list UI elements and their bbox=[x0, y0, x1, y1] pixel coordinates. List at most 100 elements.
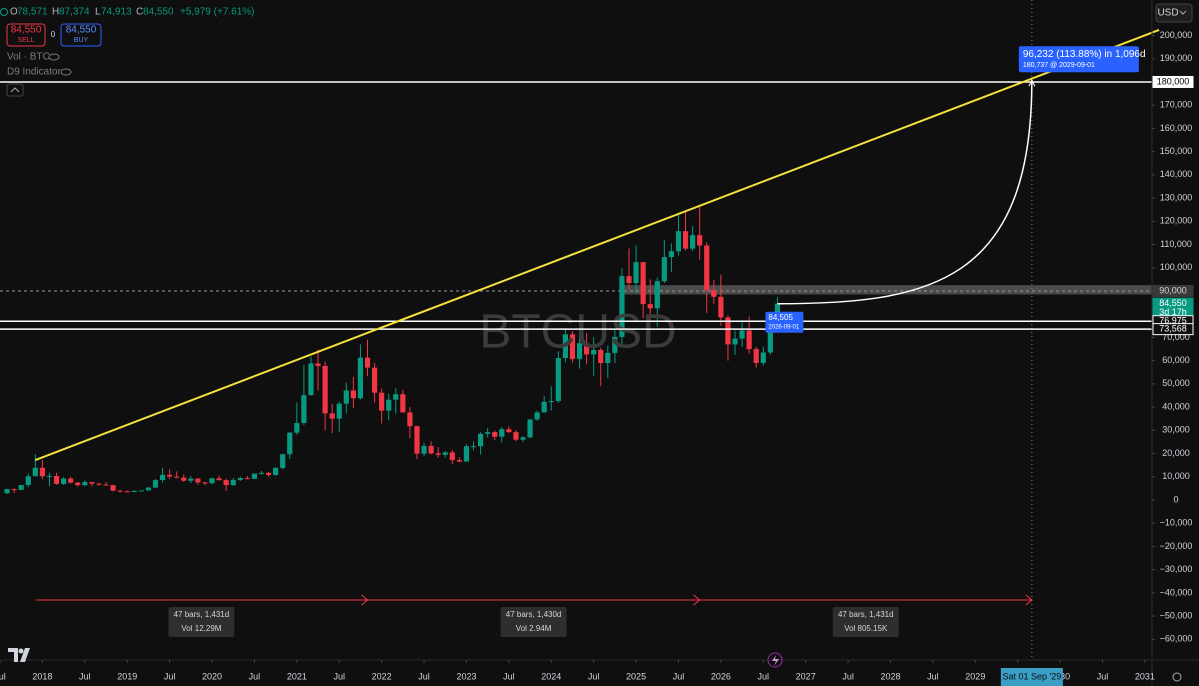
currency-button[interactable] bbox=[1155, 3, 1193, 23]
buy-button[interactable]: 84,550 BUY bbox=[60, 23, 102, 47]
candle-body bbox=[485, 432, 491, 434]
candle-body bbox=[167, 474, 173, 477]
candle-body bbox=[131, 491, 137, 493]
y-tick-label: 170,000 bbox=[1160, 100, 1193, 110]
x-tick-label: Jul bbox=[79, 671, 91, 681]
y-tick-label: −10,000 bbox=[1160, 518, 1193, 528]
buy-price[interactable]: 84,550 bbox=[66, 25, 97, 36]
sell-price[interactable]: 84,550 bbox=[11, 25, 42, 36]
x-tick-label: 2028 bbox=[880, 671, 900, 681]
sell-box[interactable] bbox=[6, 23, 46, 47]
candle-body bbox=[216, 478, 222, 481]
ohlc-value: 87,374 bbox=[59, 7, 90, 18]
candle-body bbox=[470, 446, 477, 448]
watermark: BTCUSD bbox=[479, 306, 676, 359]
price-tag bbox=[1152, 75, 1194, 88]
candle-body bbox=[230, 479, 236, 486]
range-volume: Vol 2.94M bbox=[516, 624, 552, 633]
x-tick-label: Jul bbox=[842, 671, 854, 681]
candle-body bbox=[697, 235, 703, 246]
range-arrow bbox=[361, 594, 369, 606]
candle-body bbox=[188, 478, 194, 481]
candle-body bbox=[690, 235, 696, 249]
candle-body bbox=[110, 485, 116, 491]
candle-body bbox=[407, 412, 413, 427]
start-box bbox=[765, 311, 804, 333]
candle-body bbox=[647, 304, 653, 309]
buy-label[interactable]: BUY bbox=[74, 37, 89, 44]
candle-body bbox=[364, 357, 371, 368]
range-box bbox=[832, 607, 899, 637]
candle-body bbox=[654, 281, 660, 309]
candle-body bbox=[244, 478, 250, 480]
settings-icon[interactable] bbox=[1172, 672, 1182, 682]
x-tick-label: 2029 bbox=[965, 671, 985, 681]
eye-icon[interactable] bbox=[48, 53, 60, 61]
candle-body bbox=[258, 472, 265, 474]
y-tick-label: 50,000 bbox=[1162, 378, 1190, 388]
candle-body bbox=[746, 330, 752, 350]
candle-body bbox=[273, 467, 279, 475]
x-tick-label: 2031 bbox=[1135, 671, 1155, 681]
collapse-button[interactable] bbox=[6, 83, 24, 97]
candle-body bbox=[548, 401, 554, 403]
candle-body bbox=[520, 437, 526, 440]
y-tick-label: −20,000 bbox=[1160, 541, 1193, 551]
arrow-head bbox=[1028, 79, 1036, 87]
x-tick-label: Jul bbox=[0, 671, 6, 681]
currency[interactable]: USD bbox=[1157, 8, 1178, 19]
candle-body bbox=[725, 317, 731, 345]
candle-body bbox=[89, 482, 95, 484]
candle-body bbox=[668, 251, 675, 258]
candle-body bbox=[640, 262, 646, 305]
bolt-icon bbox=[772, 655, 779, 666]
sell-button[interactable]: 84,550 SELL bbox=[6, 23, 46, 47]
candle-body bbox=[428, 445, 434, 454]
y-tick-label: 130,000 bbox=[1160, 192, 1193, 202]
candle-body bbox=[506, 429, 512, 433]
candle-body bbox=[343, 390, 349, 404]
crosshair-box bbox=[1000, 668, 1063, 686]
price-zone bbox=[621, 285, 1152, 295]
candle-body bbox=[174, 476, 180, 478]
candle-body bbox=[350, 390, 356, 399]
x-tick-label: Jul bbox=[927, 671, 939, 681]
candle-body bbox=[598, 349, 604, 364]
indicator[interactable]: D9 Indicator bbox=[7, 67, 62, 78]
price-tag-label: 90,000 bbox=[1159, 285, 1187, 295]
logo bbox=[8, 648, 30, 662]
candle-body bbox=[619, 276, 625, 337]
x-tick-label: Jul bbox=[758, 671, 770, 681]
x-tick-label: Jul bbox=[249, 671, 261, 681]
caret-icon bbox=[10, 87, 20, 93]
candle-body bbox=[61, 478, 67, 484]
candle-body bbox=[499, 429, 505, 437]
events-icon[interactable] bbox=[767, 652, 783, 668]
candle-body bbox=[386, 399, 392, 411]
candle-body bbox=[265, 472, 272, 475]
candle-body bbox=[739, 330, 745, 339]
sell-label[interactable]: SELL bbox=[17, 37, 34, 44]
buy-box[interactable] bbox=[60, 23, 102, 47]
candle-body bbox=[103, 484, 109, 486]
y-tick-label: 200,000 bbox=[1160, 30, 1193, 40]
candle-body bbox=[704, 245, 710, 291]
indicator[interactable]: Vol · BTC bbox=[7, 52, 50, 63]
y-tick-label: 0 bbox=[1173, 494, 1178, 504]
candle-body bbox=[46, 475, 53, 477]
candle-body bbox=[767, 317, 773, 353]
candle-body bbox=[400, 394, 406, 413]
range-box bbox=[168, 607, 235, 637]
price-tag bbox=[1152, 323, 1194, 336]
eye-icon[interactable] bbox=[60, 68, 72, 76]
candle-body bbox=[32, 467, 38, 477]
candle-body bbox=[612, 336, 618, 353]
x-tick-label: Jul bbox=[673, 671, 685, 681]
candle-body bbox=[541, 401, 547, 413]
candle-body bbox=[39, 467, 46, 477]
x-tick-label: 2024 bbox=[541, 671, 561, 681]
candle-body bbox=[25, 476, 31, 485]
candle-body bbox=[117, 490, 123, 492]
start-label: 84,505 bbox=[768, 313, 793, 322]
